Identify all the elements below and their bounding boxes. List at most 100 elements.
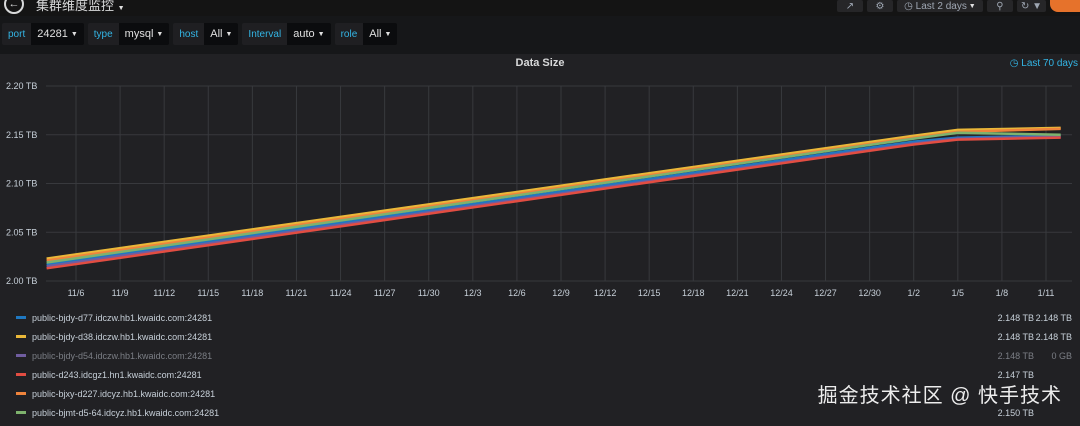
template-variables: port 24281 ▼ type mysql ▼ host All ▼ Interv… — [0, 22, 398, 46]
x-tick-label: 11/18 — [241, 288, 263, 298]
watermark-text: 掘金技术社区 @ 快手技术 — [817, 385, 1062, 407]
x-tick-label: 12/9 — [552, 288, 570, 298]
share-icon: ↗ — [845, 0, 855, 12]
variable-interval[interactable]: Interval auto ▼ — [242, 23, 331, 45]
legend-max-value: 2.148 TB — [1035, 331, 1072, 342]
variable-host[interactable]: host All ▼ — [173, 23, 239, 45]
x-tick-label: 1/11 — [1038, 288, 1055, 298]
chevron-down-icon: ▼ — [225, 30, 233, 38]
legend-current-value: 2.148 TB — [997, 331, 1034, 342]
legend-current-value: 2.148 TB — [997, 312, 1034, 323]
legend-item[interactable]: public-bjxy-d227.idcyz.hb1.kwaidc.com:24… — [16, 384, 1080, 403]
series-line[interactable] — [46, 126, 1061, 260]
x-tick-label: 1/5 — [952, 288, 965, 298]
variable-select[interactable]: All ▼ — [363, 23, 398, 45]
x-tick-label: 11/9 — [112, 288, 129, 298]
y-tick-label: 2.20 TB — [6, 81, 37, 91]
legend-series-name[interactable]: public-bjdy-d77.idczw.hb1.kwaidc.com:242… — [32, 312, 213, 323]
variable-select[interactable]: All ▼ — [204, 23, 239, 45]
x-tick-label: 12/24 — [770, 288, 793, 298]
variable-select[interactable]: 24281 ▼ — [31, 23, 84, 45]
variable-value: auto — [293, 28, 315, 40]
legend-swatch[interactable] — [16, 373, 26, 376]
chevron-down-icon: ▼ — [317, 30, 325, 38]
x-tick-label: 11/30 — [418, 288, 440, 298]
variable-label: port — [2, 23, 32, 45]
variable-role[interactable]: role All ▼ — [334, 23, 398, 45]
variable-label: host — [173, 23, 205, 45]
legend-item[interactable]: public-bjdy-d77.idczw.hb1.kwaidc.com:242… — [16, 308, 1080, 327]
top-navbar: ← 集群维度监控 ▼ ↗ ⚙ ◷ Last 2 days ▼ ⚲ ↻ ▼ — [0, 0, 1080, 16]
navbar-actions: ↗ ⚙ ◷ Last 2 days ▼ ⚲ ↻ ▼ — [836, 0, 1080, 14]
legend-series-name[interactable]: public-bjdy-d54.idczw.hb1.kwaidc.com:242… — [32, 350, 213, 361]
avatar[interactable] — [1050, 0, 1080, 12]
x-tick-label: 11/24 — [330, 288, 352, 298]
chevron-down-icon: ▼ — [966, 2, 976, 10]
variable-port[interactable]: port 24281 ▼ — [2, 23, 84, 45]
variable-value: All — [369, 28, 382, 40]
variable-label: role — [334, 23, 364, 45]
clock-icon: ◷ — [904, 0, 916, 12]
x-tick-label: 12/3 — [464, 288, 482, 298]
legend-series-name[interactable]: public-bjdy-d38.idczw.hb1.kwaidc.com:242… — [32, 331, 213, 342]
x-tick-label: 12/27 — [814, 288, 837, 298]
legend-swatch[interactable] — [16, 411, 26, 414]
share-button[interactable]: ↗ — [836, 0, 863, 12]
x-tick-label: 11/12 — [153, 288, 175, 298]
chevron-down-icon: ▼ — [156, 30, 164, 38]
chevron-down-icon: ▼ — [70, 30, 78, 38]
legend-current-value: 2.147 TB — [997, 369, 1034, 380]
variable-label: type — [87, 23, 119, 45]
x-tick-label: 11/27 — [374, 288, 396, 298]
chart-legend: public-bjdy-d77.idczw.hb1.kwaidc.com:242… — [16, 308, 1080, 422]
legend-swatch[interactable] — [16, 316, 26, 319]
legend-max-value: 0 GB — [1051, 350, 1072, 361]
legend-current-value: 2.150 TB — [997, 407, 1034, 418]
variable-select[interactable]: auto ▼ — [287, 23, 331, 45]
series-line[interactable] — [46, 136, 1061, 270]
legend-item[interactable]: public-bjdy-d54.idczw.hb1.kwaidc.com:242… — [16, 346, 1080, 365]
y-tick-label: 2.00 TB — [6, 276, 37, 286]
search-icon: ⚲ — [996, 0, 1004, 12]
refresh-button[interactable]: ↻ ▼ — [1016, 0, 1046, 12]
legend-item[interactable]: public-bjmt-d5-64.idcyz.hb1.kwaidc.com:2… — [16, 403, 1080, 422]
x-tick-label: 11/15 — [197, 288, 219, 298]
legend-max-value: 2.148 TB — [1035, 312, 1072, 323]
chevron-down-icon: ▼ — [117, 5, 125, 12]
x-tick-label: 1/2 — [907, 288, 920, 298]
legend-item[interactable]: public-bjdy-d38.idczw.hb1.kwaidc.com:242… — [16, 327, 1080, 346]
legend-series-name[interactable]: public-bjmt-d5-64.idcyz.hb1.kwaidc.com:2… — [32, 407, 220, 418]
dashboard-title[interactable]: 集群维度监控 ▼ — [36, 0, 125, 14]
legend-series-name[interactable]: public-bjxy-d227.idcyz.hb1.kwaidc.com:24… — [32, 388, 216, 399]
variable-select[interactable]: mysql ▼ — [118, 23, 170, 45]
y-tick-label: 2.15 TB — [6, 130, 37, 140]
zoom-out-button[interactable]: ⚲ — [986, 0, 1013, 12]
x-tick-label: 12/18 — [682, 288, 705, 298]
back-arrow-icon[interactable]: ← — [4, 0, 24, 14]
variable-value: 24281 — [37, 28, 68, 40]
x-tick-label: 12/21 — [726, 288, 749, 298]
x-tick-label: 1/8 — [996, 288, 1009, 298]
series-line[interactable] — [46, 131, 1061, 264]
legend-swatch[interactable] — [16, 392, 26, 395]
line-chart[interactable]: 2.00 TB 2.05 TB 2.10 TB 2.15 TB 2.20 TB 11/6 1… — [0, 54, 1080, 304]
clock-icon: ◷ — [1009, 58, 1022, 69]
settings-button[interactable]: ⚙ — [866, 0, 893, 12]
x-tick-label: 11/21 — [286, 288, 308, 298]
chevron-down-icon: ▼ — [384, 30, 392, 38]
variable-type[interactable]: type mysql ▼ — [87, 23, 170, 45]
panel-title[interactable]: Data Size — [515, 57, 565, 69]
legend-swatch[interactable] — [16, 335, 26, 338]
legend-item[interactable]: public-d243.idcgz1.hn1.kwaidc.com:24281 2… — [16, 365, 1080, 384]
panel-time-override: ◷ Last 70 days — [1010, 58, 1078, 69]
legend-series-name[interactable]: public-d243.idcgz1.hn1.kwaidc.com:24281 — [32, 369, 202, 380]
x-tick-label: 12/30 — [858, 288, 881, 298]
variable-label: Interval — [242, 23, 288, 45]
time-picker-button[interactable]: ◷ Last 2 days ▼ — [896, 0, 983, 12]
variable-value: mysql — [124, 28, 154, 40]
legend-swatch[interactable] — [16, 354, 26, 357]
data-size-panel: Data Size ◷ Last 70 days 2.00 TB 2.05 TB 2… — [0, 54, 1080, 426]
y-tick-label: 2.05 TB — [6, 227, 37, 237]
time-override-label: Last 70 days — [1021, 58, 1078, 69]
time-range-label: Last 2 days — [915, 0, 967, 12]
